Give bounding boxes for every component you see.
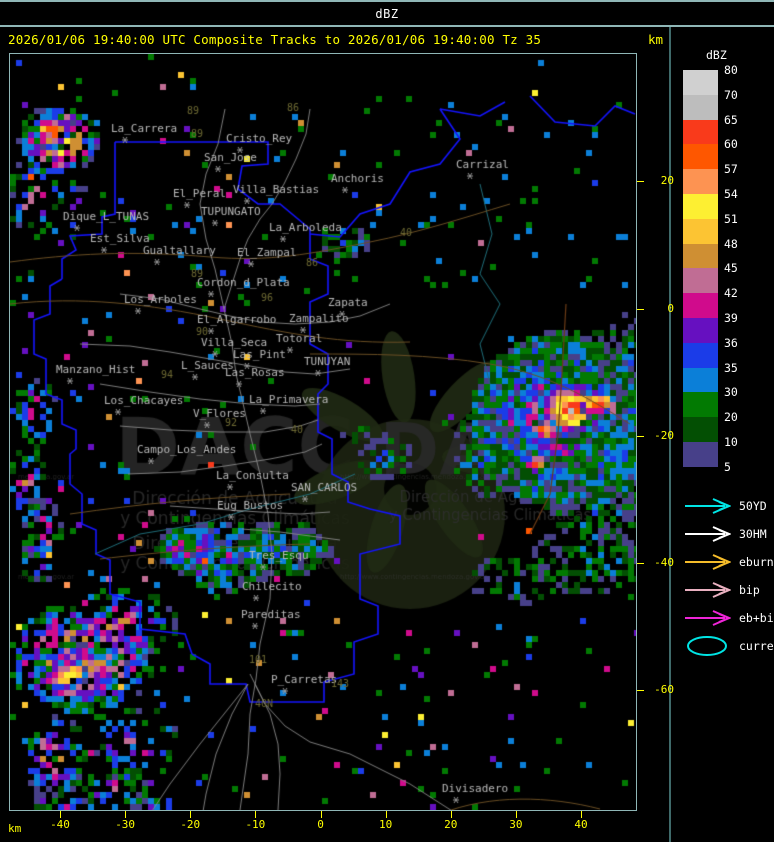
colorbar-title: dBZ	[706, 48, 727, 62]
colorbar-segment[interactable]	[683, 317, 718, 343]
arrow-icon	[683, 551, 732, 573]
colorbar-tick-label: 54	[724, 187, 738, 201]
colorbar-segment[interactable]	[683, 119, 718, 145]
x-axis-tick-label: 20	[444, 818, 458, 831]
x-axis-tick-mark	[450, 811, 452, 818]
colorbar-tick-label: 10	[724, 435, 738, 449]
x-axis-tick-mark	[515, 811, 517, 818]
colorbar-tick-label: 30	[724, 385, 738, 400]
colorbar-tick-label: 36	[724, 335, 738, 350]
x-axis-tick-mark	[125, 811, 127, 818]
y-axis-tick-mark	[637, 435, 644, 437]
colorbar-segment[interactable]	[683, 392, 718, 418]
arrow-icon	[683, 523, 732, 545]
colorbar-segment[interactable]	[683, 169, 718, 194]
legend-item-label: 30HM	[739, 527, 767, 541]
header-row: 2026/01/06 19:40:00 UTC Composite Tracks…	[0, 27, 774, 54]
window-title-bar: dBZ	[0, 0, 774, 27]
x-axis-unit-label: km	[8, 822, 22, 835]
y-axis-tick-mark	[637, 563, 644, 564]
arrow-icon	[683, 495, 732, 517]
colorbar-tick-label: 60	[724, 137, 738, 152]
colorbar-segment[interactable]	[683, 144, 718, 170]
colorbar-tick-label: 20	[724, 410, 738, 425]
colorbar-tick-label: 80	[724, 63, 738, 77]
colorbar-segment[interactable]	[683, 243, 718, 269]
colorbar[interactable]	[683, 70, 718, 467]
colorbar-segment[interactable]	[683, 268, 718, 294]
x-axis-tick-label: 10	[379, 818, 393, 831]
legend-item-label: 50YD	[739, 499, 767, 513]
colorbar-tick-label: 45	[724, 261, 738, 276]
x-axis-tick-label: 30	[509, 818, 523, 831]
y-axis-tick-label: 20	[660, 174, 674, 188]
y-axis-tick-mark	[637, 181, 644, 183]
colorbar-tick-label: 57	[724, 162, 738, 177]
radar-plot-frame[interactable]	[9, 53, 637, 811]
colorbar-tick-label: 39	[724, 311, 738, 325]
header-unit-label: km	[648, 32, 664, 47]
colorbar-tick-label: 51	[724, 211, 738, 226]
colorbar-segment[interactable]	[683, 367, 718, 393]
header-status-text: 2026/01/06 19:40:00 UTC Composite Tracks…	[8, 32, 542, 47]
colorbar-segment[interactable]	[683, 293, 718, 318]
colorbar-tick-label: 35	[724, 360, 738, 375]
x-axis-tick-mark	[255, 811, 257, 818]
colorbar-segment[interactable]	[683, 441, 718, 467]
y-axis-tick-label: 0	[667, 301, 674, 315]
y-axis-tick-label: -20	[654, 428, 674, 442]
x-axis-tick-mark	[60, 811, 61, 818]
x-axis-tick-label: 40	[574, 818, 588, 831]
y-axis-tick-mark	[637, 690, 644, 692]
colorbar-segment[interactable]	[683, 193, 718, 219]
x-axis-tick-mark	[581, 811, 582, 818]
arrow-icon	[683, 579, 732, 601]
radar-reflectivity-canvas[interactable]	[10, 54, 636, 810]
x-axis-tick-label: -40	[50, 818, 70, 831]
legend-item-label: current	[739, 639, 774, 653]
legend-item-label: eb+bip	[739, 611, 774, 625]
x-axis-tick-label: 0	[317, 818, 324, 831]
colorbar-segment[interactable]	[683, 94, 718, 120]
window-title: dBZ	[375, 6, 399, 21]
legend-item-label: bip	[739, 583, 760, 597]
ellipse-icon	[683, 635, 731, 657]
colorbar-tick-label: 42	[724, 286, 738, 301]
colorbar-segment[interactable]	[683, 218, 718, 244]
colorbar-segment[interactable]	[683, 342, 718, 368]
x-axis-tick-mark	[190, 811, 192, 818]
legend-item-label: eburn	[739, 555, 774, 569]
colorbar-tick-label: 70	[724, 87, 738, 102]
x-axis-tick-label: -30	[115, 818, 136, 831]
colorbar-segment[interactable]	[683, 417, 718, 442]
y-axis-tick-mark	[637, 308, 644, 310]
colorbar-tick-label: 65	[724, 112, 738, 127]
y-axis-tick-label: -60	[654, 683, 674, 697]
colorbar-segment[interactable]	[683, 70, 718, 95]
arrow-icon	[683, 607, 732, 629]
colorbar-tick-label: 5	[724, 459, 731, 474]
x-axis-tick-mark	[320, 811, 322, 818]
x-axis-tick-label: -10	[245, 818, 266, 831]
x-axis-tick-mark	[385, 811, 387, 818]
x-axis-tick-label: -20	[180, 818, 201, 831]
colorbar-tick-label: 48	[724, 236, 738, 251]
panel-divider	[669, 27, 671, 842]
y-axis-tick-label: -40	[654, 556, 674, 569]
